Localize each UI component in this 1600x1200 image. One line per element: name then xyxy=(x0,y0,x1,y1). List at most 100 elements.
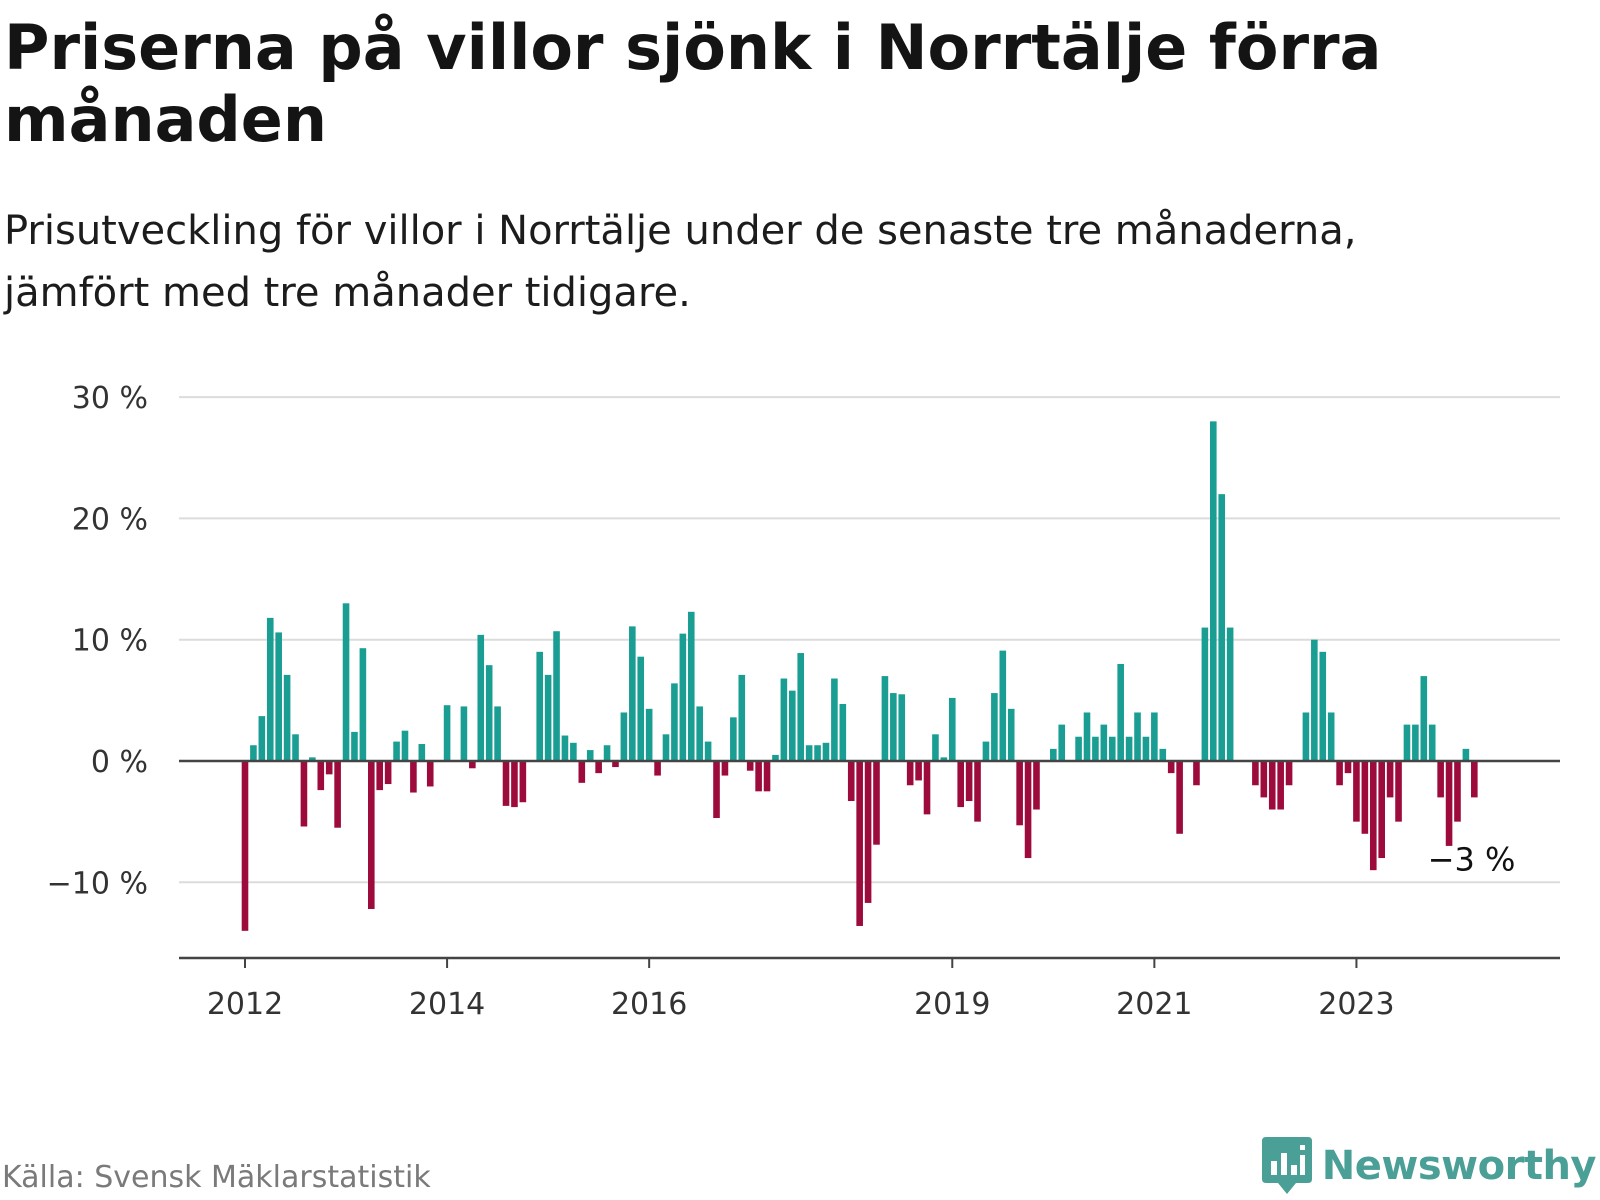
bar xyxy=(1462,748,1470,761)
bar xyxy=(292,734,299,761)
bar xyxy=(620,712,628,761)
bar xyxy=(1159,748,1167,761)
bar xyxy=(1134,712,1141,761)
bar xyxy=(789,690,796,761)
bar xyxy=(915,761,922,781)
bar xyxy=(1285,761,1293,786)
bar xyxy=(746,761,754,771)
bar xyxy=(1007,708,1015,761)
bar xyxy=(1083,712,1091,761)
bar xyxy=(1369,761,1377,871)
brand-name: Newsworthy xyxy=(1321,1143,1597,1189)
bar xyxy=(418,744,426,761)
bar xyxy=(309,757,316,761)
bar xyxy=(957,761,964,808)
chart-subtitle: Prisutveckling för villor i Norrtälje un… xyxy=(4,208,1357,316)
bar xyxy=(426,761,434,787)
bar xyxy=(477,634,485,761)
newsworthy-logo-icon xyxy=(1261,1137,1312,1194)
bar xyxy=(443,705,451,761)
bar xyxy=(1327,712,1335,761)
bar xyxy=(763,761,771,792)
bar xyxy=(1108,736,1116,761)
bar xyxy=(1024,761,1032,859)
bar xyxy=(814,745,821,761)
bar xyxy=(1142,736,1150,761)
x-axis-labels: 2012 2014 2016 2019 2021 2023 xyxy=(207,987,1395,1022)
bar xyxy=(1428,724,1436,761)
x-tick-label: 2023 xyxy=(1318,987,1394,1022)
bar xyxy=(1336,761,1343,786)
y-tick-label: 0 % xyxy=(91,745,148,780)
y-tick-label: −10 % xyxy=(47,866,148,901)
bar xyxy=(511,761,518,808)
bars xyxy=(241,421,1478,931)
bar xyxy=(586,750,594,761)
bar xyxy=(730,717,737,761)
bar xyxy=(384,761,392,785)
bar xyxy=(1125,736,1133,761)
bar xyxy=(831,678,838,761)
bar xyxy=(1454,761,1461,822)
bar xyxy=(342,603,350,761)
bar xyxy=(410,761,417,793)
bar xyxy=(1386,761,1394,798)
bar xyxy=(629,626,636,761)
bar xyxy=(1395,761,1402,822)
bar xyxy=(1344,761,1352,774)
bar xyxy=(1016,761,1023,826)
bar xyxy=(258,716,266,761)
x-tick-label: 2012 xyxy=(207,987,283,1022)
bar xyxy=(1092,736,1099,761)
bar xyxy=(275,632,282,761)
bar xyxy=(1033,761,1040,810)
bar xyxy=(1075,736,1082,761)
bar xyxy=(494,706,501,762)
bar xyxy=(595,761,602,774)
bar xyxy=(1176,761,1183,834)
bar xyxy=(839,703,847,761)
bar xyxy=(932,734,939,761)
bar xyxy=(1361,761,1369,834)
bar xyxy=(645,708,653,761)
bar xyxy=(485,665,493,761)
last-value-label: −3 % xyxy=(1428,840,1516,878)
bar xyxy=(1058,724,1066,761)
bar xyxy=(654,761,661,776)
x-tick-label: 2019 xyxy=(914,987,990,1022)
bar xyxy=(544,674,552,761)
bar xyxy=(822,742,830,762)
bar xyxy=(1117,663,1124,761)
bar xyxy=(502,761,510,806)
bar xyxy=(704,741,712,761)
bar xyxy=(469,761,476,769)
y-tick-label: 30 % xyxy=(72,381,148,416)
bar xyxy=(300,761,308,827)
x-tick-label: 2021 xyxy=(1116,987,1192,1022)
bar xyxy=(401,730,409,762)
bar xyxy=(1445,761,1453,846)
bar xyxy=(906,761,914,786)
bar xyxy=(1151,712,1158,761)
bar xyxy=(578,761,586,783)
bar xyxy=(662,734,670,761)
bar xyxy=(1218,494,1226,761)
bar xyxy=(536,651,543,761)
bar xyxy=(797,653,805,761)
bar xyxy=(1252,761,1259,786)
bar xyxy=(368,761,375,909)
bar xyxy=(1378,761,1385,859)
bar xyxy=(1412,724,1419,761)
bar xyxy=(250,745,257,761)
bar xyxy=(393,741,400,761)
bar xyxy=(856,761,863,926)
bar xyxy=(738,674,746,761)
annotations: −3 % xyxy=(1428,840,1516,878)
bar xyxy=(999,650,1007,761)
bar xyxy=(1353,761,1360,822)
axes xyxy=(179,759,1560,968)
y-tick-label: 10 % xyxy=(72,624,148,659)
bar xyxy=(713,761,720,819)
y-axis-labels: 30 % 20 % 10 % 0 % −10 % xyxy=(47,381,148,901)
bar xyxy=(351,731,358,761)
